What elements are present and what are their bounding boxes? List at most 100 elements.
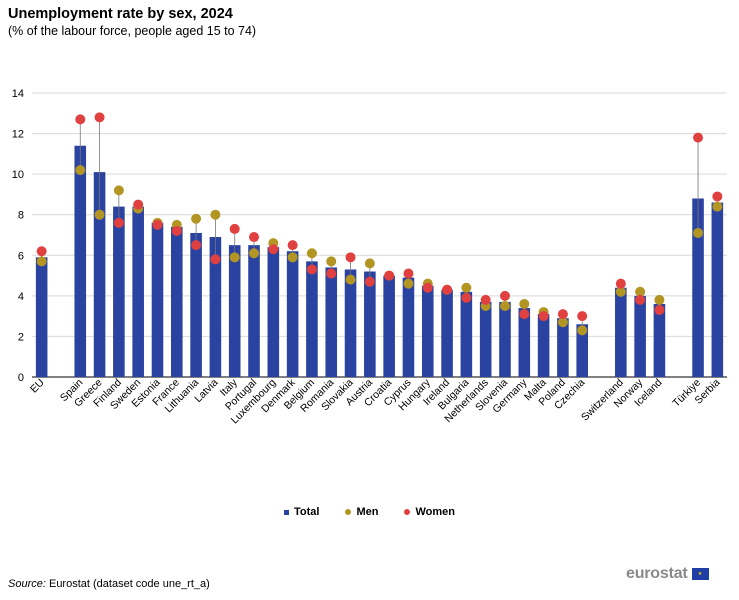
- dot-women: [113, 217, 124, 228]
- dot-men: [635, 286, 646, 297]
- bar-total: [151, 222, 164, 377]
- bar-total: [421, 285, 434, 377]
- legend-item-women[interactable]: Women: [404, 506, 455, 518]
- bar-total: [93, 172, 106, 377]
- dot-women: [133, 199, 144, 210]
- y-tick-label: 6: [18, 250, 24, 262]
- y-tick-label: 14: [12, 88, 24, 100]
- dot-men: [229, 252, 240, 263]
- dot-women: [364, 276, 375, 287]
- bar-total: [615, 287, 627, 377]
- dot-men: [210, 209, 221, 220]
- legend-label-men: Men: [356, 506, 379, 518]
- dot-men: [654, 294, 665, 305]
- bar-total: [441, 289, 453, 377]
- dot-men: [461, 282, 472, 293]
- bar-total: [576, 324, 588, 377]
- dot-men: [306, 248, 317, 259]
- dot-women: [403, 268, 414, 279]
- dot-men: [499, 301, 510, 311]
- dot-women: [422, 282, 433, 293]
- bar-total: [190, 232, 202, 377]
- bar-total: [711, 202, 724, 377]
- bar-total: [248, 245, 260, 377]
- bar-total: [499, 301, 511, 377]
- source-prefix: Source:: [8, 578, 46, 590]
- bar-total: [692, 198, 704, 377]
- bar-total: [132, 206, 144, 377]
- dot-men: [557, 317, 568, 328]
- dot-women: [75, 114, 86, 125]
- dot-men: [577, 325, 588, 336]
- dot-women: [480, 294, 491, 305]
- dot-women: [557, 309, 568, 320]
- legend-label-women: Women: [415, 506, 455, 518]
- dot-women: [210, 254, 221, 265]
- dot-men: [403, 278, 414, 289]
- legend-swatch-men: [345, 509, 352, 515]
- bar-total: [634, 295, 646, 377]
- y-tick-label: 0: [18, 372, 24, 384]
- bar-total: [113, 206, 125, 377]
- legend-swatch-total: [284, 509, 289, 515]
- source-note: Source: Eurostat (dataset code une_rt_a): [8, 578, 210, 590]
- bar-total: [518, 308, 531, 377]
- dot-women: [229, 223, 240, 234]
- dot-women: [519, 309, 530, 320]
- bar-total: [35, 257, 48, 377]
- legend-label-total: Total: [294, 506, 320, 518]
- bar-total: [306, 261, 318, 377]
- dot-women: [152, 219, 163, 230]
- dot-men: [36, 256, 47, 267]
- y-tick-label: 2: [18, 331, 24, 343]
- bar-total: [344, 269, 357, 377]
- dot-women: [693, 132, 704, 143]
- bar-total: [479, 301, 492, 377]
- dot-women: [577, 311, 588, 322]
- dot-men: [191, 213, 202, 224]
- dot-men: [326, 256, 337, 267]
- y-tick-label: 4: [18, 291, 24, 303]
- legend: Total Men Women: [0, 506, 739, 518]
- bar-total: [171, 226, 183, 377]
- dot-women: [384, 270, 395, 281]
- dot-women: [635, 294, 646, 305]
- bar-total: [267, 247, 280, 377]
- y-tick-label: 12: [12, 129, 24, 141]
- dot-women: [287, 240, 298, 251]
- dot-women: [268, 244, 279, 255]
- bar-total: [364, 271, 376, 377]
- dot-men: [249, 248, 260, 259]
- bar-total: [228, 245, 241, 377]
- dot-women: [171, 225, 182, 236]
- dot-men: [519, 298, 530, 309]
- y-tick-label: 10: [12, 169, 24, 181]
- logo-text: eurostat: [626, 565, 688, 582]
- chart-title: Unemployment rate by sex, 2024: [8, 6, 233, 22]
- legend-swatch-women: [404, 509, 411, 515]
- dot-women: [306, 264, 317, 275]
- bar-total: [460, 291, 473, 377]
- legend-item-total[interactable]: Total: [284, 506, 319, 518]
- legend-item-men[interactable]: Men: [345, 506, 378, 518]
- bar-total: [209, 237, 222, 377]
- bar-total: [325, 267, 338, 377]
- dot-women: [326, 268, 337, 279]
- bar-total: [286, 251, 299, 377]
- dot-men: [615, 286, 626, 297]
- dot-women: [345, 252, 356, 263]
- dot-men: [75, 165, 86, 176]
- bar-total: [74, 145, 87, 377]
- dot-women: [94, 112, 105, 123]
- dot-women: [36, 246, 47, 257]
- dot-men: [364, 258, 375, 269]
- dot-women: [499, 290, 510, 301]
- source-text: Eurostat (dataset code une_rt_a): [45, 578, 210, 590]
- dot-women: [249, 232, 260, 243]
- eurostat-logo: eurostat ★: [626, 565, 709, 583]
- bar-total: [557, 318, 569, 377]
- dot-women: [461, 292, 472, 303]
- bar-total: [537, 314, 550, 377]
- dot-women: [615, 278, 626, 289]
